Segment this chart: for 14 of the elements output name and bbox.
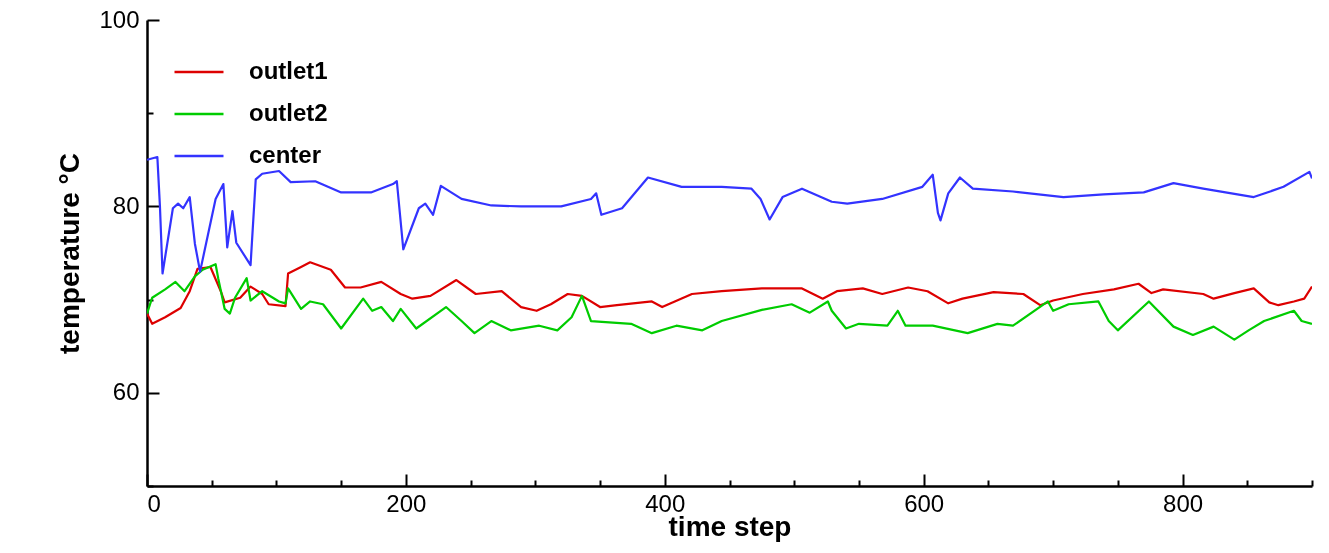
legend-label: center: [249, 141, 322, 168]
y-tick-label: 60: [112, 378, 140, 406]
line-series: [147, 263, 1312, 341]
y-axis-title: temperature °C: [54, 152, 86, 355]
x-tick-label: 600: [904, 489, 945, 517]
legend-label: outlet2: [249, 99, 328, 126]
line-series: [147, 261, 1312, 325]
y-tick-label: 100: [99, 5, 140, 33]
x-tick-label: 0: [147, 489, 161, 517]
x-tick-label: 400: [645, 489, 686, 517]
x-tick-label: 200: [386, 489, 427, 517]
legend-label: outlet1: [249, 57, 328, 84]
x-tick-label: 800: [1163, 489, 1204, 517]
y-tick-label: 80: [112, 191, 140, 219]
